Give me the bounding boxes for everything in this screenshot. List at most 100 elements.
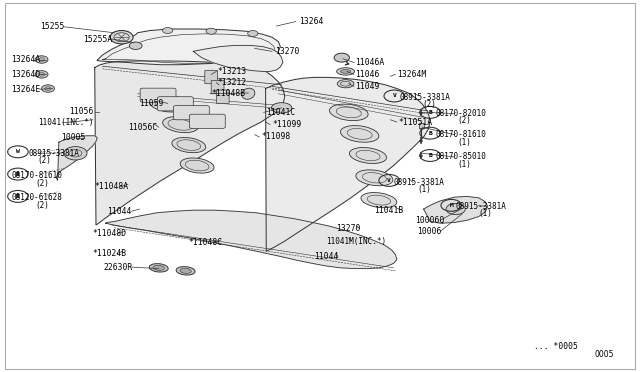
Text: 22630R: 22630R — [104, 263, 133, 272]
Text: 08170-81610: 08170-81610 — [435, 130, 486, 139]
Ellipse shape — [337, 68, 355, 75]
Text: 13270: 13270 — [336, 224, 360, 233]
FancyBboxPatch shape — [157, 97, 193, 111]
Text: (2): (2) — [35, 179, 49, 187]
Circle shape — [35, 71, 48, 78]
Text: W: W — [16, 149, 20, 154]
Ellipse shape — [356, 170, 393, 186]
Text: 08915-3381A: 08915-3381A — [29, 149, 79, 158]
Text: B: B — [428, 110, 432, 115]
Text: 08170-85010: 08170-85010 — [435, 153, 486, 161]
Text: B: B — [16, 171, 20, 177]
Text: (1): (1) — [458, 138, 472, 147]
Circle shape — [64, 147, 87, 160]
Text: 15255: 15255 — [40, 22, 64, 31]
FancyBboxPatch shape — [173, 106, 209, 120]
Bar — [419, 123, 424, 128]
Text: 11044: 11044 — [314, 252, 338, 261]
Ellipse shape — [361, 193, 397, 208]
Text: 08170-81610: 08170-81610 — [12, 171, 62, 180]
Circle shape — [38, 58, 45, 61]
Text: *11098: *11098 — [261, 132, 291, 141]
Text: *11024B: *11024B — [93, 249, 127, 258]
Text: *11099: *11099 — [272, 120, 301, 129]
Ellipse shape — [172, 138, 205, 153]
Polygon shape — [424, 196, 488, 223]
Circle shape — [334, 53, 349, 62]
Text: (1): (1) — [458, 160, 472, 169]
Text: *13213: *13213 — [218, 67, 247, 76]
Polygon shape — [97, 29, 280, 65]
Text: 13264E: 13264E — [12, 85, 41, 94]
Circle shape — [38, 73, 45, 76]
Text: (2): (2) — [458, 116, 472, 125]
Ellipse shape — [153, 265, 164, 270]
Text: (2): (2) — [37, 156, 51, 165]
Text: 11049: 11049 — [355, 82, 380, 91]
Text: 08915-3381A: 08915-3381A — [400, 93, 451, 102]
Text: 0005: 0005 — [595, 350, 614, 359]
Text: B: B — [16, 194, 20, 199]
Text: V: V — [392, 93, 396, 99]
Text: 13264D: 13264D — [12, 70, 41, 79]
Circle shape — [45, 87, 51, 90]
Text: 15255A: 15255A — [83, 35, 113, 44]
Text: 13264: 13264 — [300, 17, 324, 26]
FancyBboxPatch shape — [205, 70, 218, 84]
Text: 11056: 11056 — [69, 107, 93, 116]
Text: *11048D: *11048D — [93, 229, 127, 238]
Text: *13212: *13212 — [218, 78, 247, 87]
Ellipse shape — [180, 158, 214, 173]
Ellipse shape — [340, 70, 351, 73]
FancyBboxPatch shape — [216, 90, 229, 103]
Text: (1): (1) — [479, 209, 493, 218]
Polygon shape — [193, 45, 283, 71]
Polygon shape — [266, 77, 430, 251]
Ellipse shape — [150, 96, 186, 112]
Ellipse shape — [149, 264, 168, 272]
Circle shape — [35, 56, 48, 63]
Text: 08915-3381A: 08915-3381A — [394, 178, 444, 187]
Ellipse shape — [340, 126, 379, 142]
Polygon shape — [56, 136, 97, 180]
Circle shape — [446, 203, 465, 215]
Circle shape — [206, 28, 216, 34]
Text: 10005: 10005 — [61, 133, 85, 142]
Text: M: M — [449, 203, 453, 208]
Polygon shape — [95, 61, 285, 225]
Text: (2): (2) — [35, 201, 49, 210]
Text: 13264M: 13264M — [397, 70, 426, 79]
Text: *11048C: *11048C — [189, 238, 223, 247]
Text: 11041C: 11041C — [266, 108, 295, 117]
Ellipse shape — [163, 117, 198, 132]
Text: 11059: 11059 — [140, 99, 164, 108]
Circle shape — [163, 28, 173, 33]
Text: 11046: 11046 — [355, 70, 380, 79]
FancyBboxPatch shape — [140, 88, 176, 102]
Text: *11051A: *11051A — [398, 118, 432, 126]
Text: 10006: 10006 — [417, 227, 442, 236]
Text: 08170-82010: 08170-82010 — [435, 109, 486, 118]
Text: *11048A: *11048A — [95, 182, 129, 191]
Text: (2): (2) — [422, 100, 436, 109]
Circle shape — [110, 31, 133, 44]
Text: 11041(INC.*): 11041(INC.*) — [38, 118, 94, 127]
Text: ... *0005: ... *0005 — [534, 342, 579, 351]
Circle shape — [248, 31, 258, 36]
Text: B: B — [428, 131, 432, 136]
Circle shape — [129, 42, 142, 49]
Text: 11041B: 11041B — [374, 206, 404, 215]
Text: 08120-61628: 08120-61628 — [12, 193, 62, 202]
Text: *11048B: *11048B — [211, 89, 245, 98]
Ellipse shape — [242, 88, 255, 99]
Text: 11056C: 11056C — [128, 123, 157, 132]
Ellipse shape — [176, 267, 195, 275]
Text: 11041M(INC.*): 11041M(INC.*) — [326, 237, 387, 246]
Ellipse shape — [330, 104, 368, 121]
Text: B: B — [428, 153, 432, 158]
Text: 08915-3381A: 08915-3381A — [456, 202, 506, 211]
FancyBboxPatch shape — [189, 114, 225, 128]
Circle shape — [42, 85, 54, 92]
Ellipse shape — [271, 103, 292, 113]
Text: (1): (1) — [417, 185, 431, 194]
